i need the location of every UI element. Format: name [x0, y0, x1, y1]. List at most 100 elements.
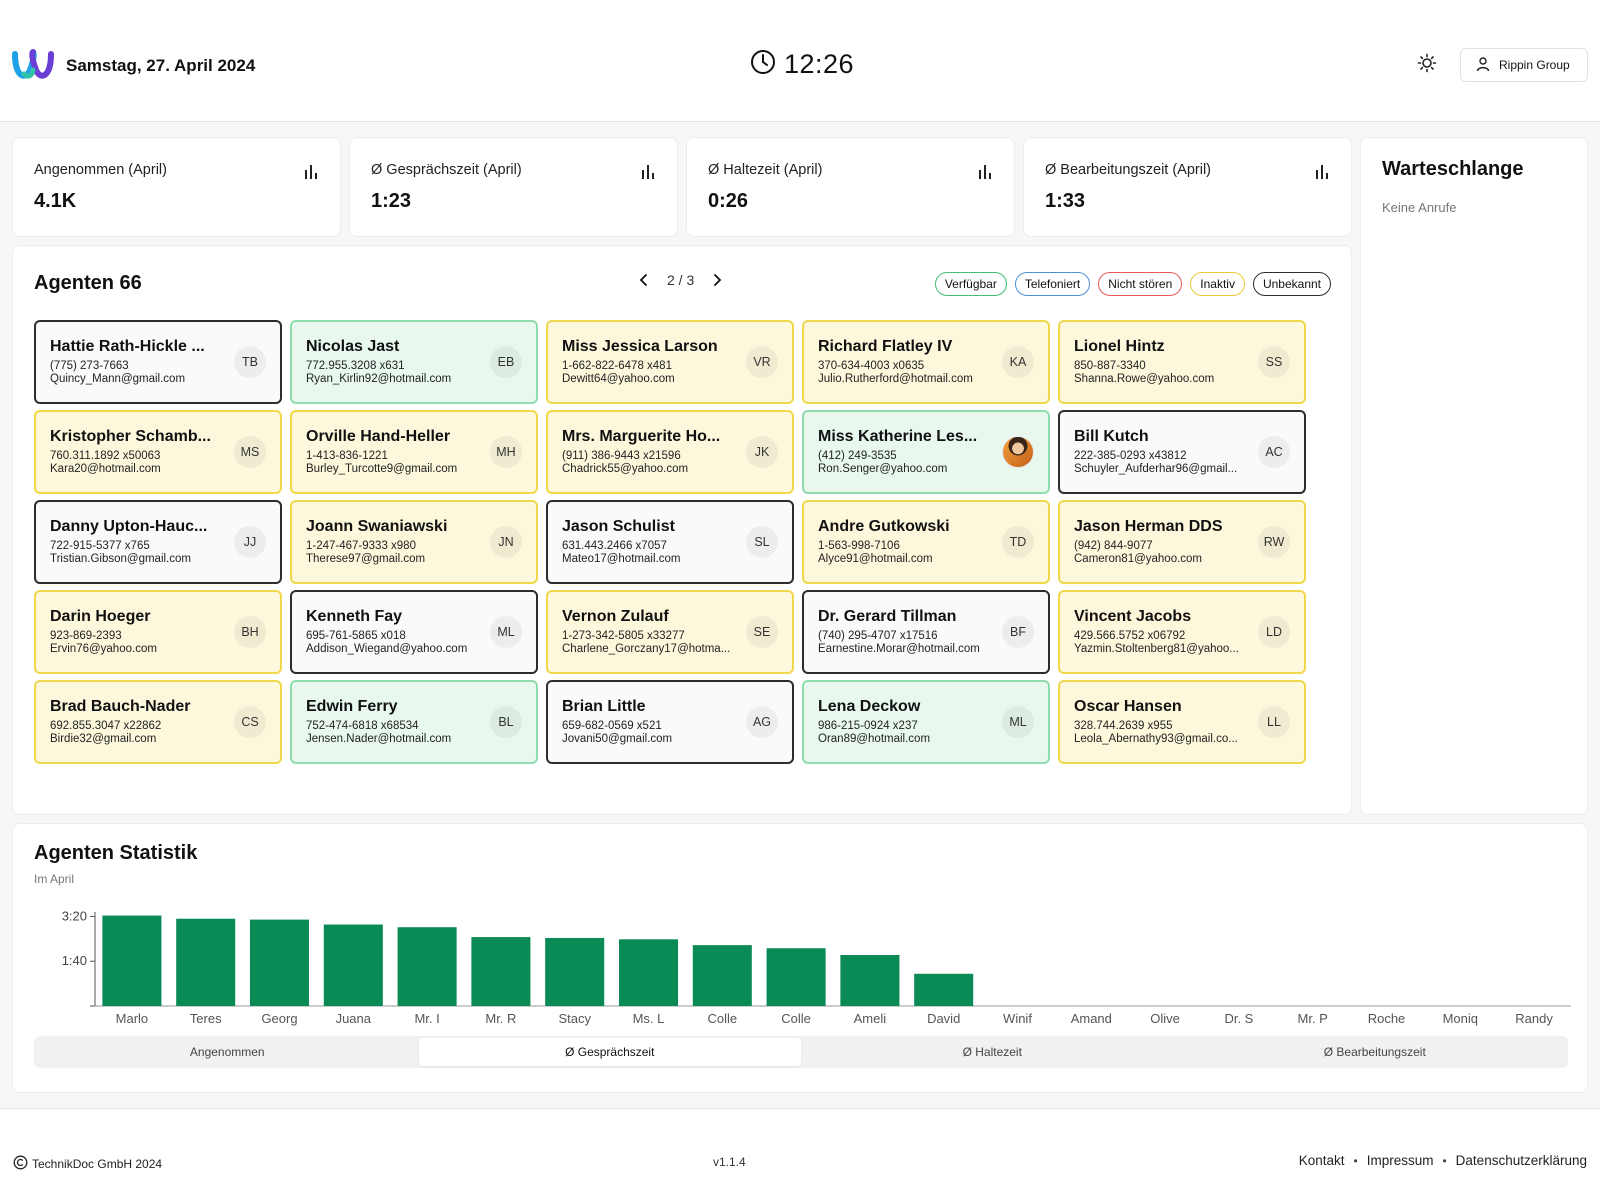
agent-phone: 850-887-3340	[1074, 360, 1146, 372]
agent-card[interactable]: Nicolas Jast 772.955.3208 x631 Ryan_Kirlin…	[290, 320, 538, 404]
agent-card[interactable]: Miss Jessica Larson 1-662-822-6478 x481 De…	[546, 320, 794, 404]
chart-bar[interactable]	[618, 939, 679, 1006]
tab-handling-time[interactable]: Ø Bearbeitungszeit	[1323, 1045, 1426, 1059]
agent-avatar: LD	[1258, 616, 1290, 648]
agent-card[interactable]: Mrs. Marguerite Ho... (911) 386-9443 x215…	[546, 410, 794, 494]
agent-phone: 1-273-342-5805 x33277	[562, 630, 685, 642]
agent-avatar: AC	[1258, 436, 1290, 468]
agent-photo-avatar	[1002, 436, 1034, 468]
x-tick-label: Moniq	[1443, 1011, 1478, 1026]
x-tick-label: Teres	[190, 1011, 222, 1026]
chart-bar[interactable]	[102, 915, 162, 1006]
agent-phone: 722-915-5377 x765	[50, 540, 150, 552]
tab-accepted[interactable]: Angenommen	[189, 1045, 265, 1059]
kpi-value: 4.1K	[34, 190, 77, 212]
agent-card[interactable]: Lionel Hintz 850-887-3340 Shanna.Rowe@yaho…	[1058, 320, 1306, 404]
agent-name: Vincent Jacobs	[1074, 608, 1192, 625]
chart-bar[interactable]	[249, 919, 310, 1006]
queue-panel: Warteschlange Keine Anrufe	[1360, 137, 1588, 815]
agent-card[interactable]: Miss Katherine Les... (412) 249-3535 Ron.S…	[802, 410, 1050, 494]
agent-email: Oran89@hotmail.com	[818, 733, 931, 745]
kpi-label: Ø Bearbeitungszeit (April)	[1045, 162, 1212, 178]
agent-avatar: LL	[1258, 706, 1290, 738]
footer-links: Kontakt • Impressum • Datenschutzerkläru…	[1299, 1153, 1587, 1168]
agent-card[interactable]: Bill Kutch 222-385-0293 x43812 Schuyler_Au…	[1058, 410, 1306, 494]
chart-bar[interactable]	[471, 937, 531, 1006]
x-tick-label: Mr. P	[1298, 1011, 1328, 1026]
agent-name: Dr. Gerard Tillman	[818, 608, 957, 625]
chart-bar[interactable]	[840, 954, 900, 1006]
bar-chart-icon	[978, 164, 992, 185]
kpi-label: Ø Haltezeit (April)	[708, 162, 823, 178]
agent-name: Jason Schulist	[562, 518, 675, 535]
agent-email: Kara20@hotmail.com	[50, 463, 161, 475]
agent-card[interactable]: Jason Schulist 631.443.2466 x7057 Mateo17@…	[546, 500, 794, 584]
agent-name: Jason Herman DDS	[1074, 518, 1223, 535]
chart-bar[interactable]	[914, 973, 974, 1006]
tab-talk-time[interactable]: Ø Gesprächszeit	[418, 1038, 801, 1066]
x-tick-label: Mr. R	[485, 1011, 516, 1026]
agent-card[interactable]: Orville Hand-Heller 1-413-836-1221 Burley_…	[290, 410, 538, 494]
agent-card[interactable]: Andre Gutkowski 1-563-998-7106 Alyce91@hot…	[802, 500, 1050, 584]
agent-name: Hattie Rath-Hickle ...	[50, 338, 205, 355]
user-menu-button[interactable]: Rippin Group	[1460, 48, 1588, 82]
kpi-card-hold-time: Ø Haltezeit (April) 0:26	[686, 137, 1015, 237]
agent-name: Vernon Zulauf	[562, 608, 669, 625]
agent-card[interactable]: Jason Herman DDS (942) 844-9077 Cameron81@…	[1058, 500, 1306, 584]
agent-card[interactable]: Dr. Gerard Tillman (740) 295-4707 x17516 E…	[802, 590, 1050, 674]
x-tick-label: Colle	[707, 1011, 737, 1026]
x-tick-label: Olive	[1150, 1011, 1180, 1026]
privacy-link[interactable]: Datenschutzerklärung	[1455, 1153, 1587, 1168]
agent-email: Burley_Turcotte9@gmail.com	[306, 463, 458, 475]
agent-email: Ron.Senger@yahoo.com	[818, 463, 948, 475]
agent-card[interactable]: Edwin Ferry 752-474-6818 x68534 Jensen.Nad…	[290, 680, 538, 764]
agent-card[interactable]: Kenneth Fay 695-761-5865 x018 Addison_Wieg…	[290, 590, 538, 674]
y-tick-label: 3:20	[62, 908, 87, 923]
agent-phone: 429.566.5752 x06792	[1074, 630, 1186, 642]
agent-card[interactable]: Hattie Rath-Hickle ... (775) 273-7663 Quin…	[34, 320, 282, 404]
theme-toggle-button[interactable]	[1414, 52, 1440, 78]
chart-bar[interactable]	[545, 937, 605, 1006]
agent-card[interactable]: Danny Upton-Hauc... 722-915-5377 x765 Tris…	[34, 500, 282, 584]
agent-avatar: VR	[746, 346, 778, 378]
contact-link[interactable]: Kontakt	[1298, 1153, 1345, 1168]
agent-stats-bar-chart: 1:40 3:20 Marlo Teres Georg Juana Mr. I Mr. R St…	[62, 908, 1571, 1026]
next-page-button[interactable]	[712, 273, 722, 287]
agent-card[interactable]: Vernon Zulauf 1-273-342-5805 x33277 Charle…	[546, 590, 794, 674]
imprint-link[interactable]: Impressum	[1366, 1153, 1434, 1168]
chart-bar[interactable]	[397, 927, 457, 1006]
agent-avatar: KA	[1002, 346, 1034, 378]
agent-card[interactable]: Lena Deckow 986-215-0924 x237 Oran89@hotma…	[802, 680, 1050, 764]
agent-card[interactable]: Darin Hoeger 923-869-2393 Ervin76@yahoo.co…	[34, 590, 282, 674]
agent-card[interactable]: Brad Bauch-Nader 692.855.3047 x22862 Birdi…	[34, 680, 282, 764]
copyright-text: TechnikDoc GmbH 2024	[32, 1157, 163, 1171]
agent-card[interactable]: Vincent Jacobs 429.566.5752 x06792 Yazmin.…	[1058, 590, 1306, 674]
kpi-label: Ø Gesprächszeit (April)	[371, 162, 522, 178]
agent-phone: 1-413-836-1221	[306, 450, 388, 462]
chart-bar[interactable]	[176, 918, 236, 1006]
agent-name: Richard Flatley IV	[818, 338, 953, 355]
agent-name: Orville Hand-Heller	[306, 428, 451, 445]
agent-card[interactable]: Kristopher Schamb... 760.311.1892 x50063 K…	[34, 410, 282, 494]
agent-name: Brian Little	[562, 698, 646, 715]
prev-page-button[interactable]	[639, 273, 649, 287]
agent-avatar: MH	[490, 436, 522, 468]
agent-card[interactable]: Brian Little 659-682-0569 x521 Jovani50@gm…	[546, 680, 794, 764]
agent-phone: 1-662-822-6478 x481	[562, 360, 672, 372]
agent-email: Alyce91@hotmail.com	[818, 553, 933, 565]
agent-card[interactable]: Richard Flatley IV 370-634-4003 x0635 Juli…	[802, 320, 1050, 404]
x-tick-label: Ms. L	[633, 1011, 665, 1026]
agent-card[interactable]: Joann Swaniawski 1-247-467-9333 x980 There…	[290, 500, 538, 584]
legend-do-not-disturb: Nicht stören	[1098, 272, 1183, 296]
agent-avatar: SS	[1258, 346, 1290, 378]
tab-hold-time[interactable]: Ø Haltezeit	[962, 1045, 1022, 1059]
bar-chart-icon	[304, 164, 318, 185]
chart-bar[interactable]	[323, 924, 383, 1006]
agent-name: Kristopher Schamb...	[50, 428, 211, 445]
chart-bar[interactable]	[692, 945, 752, 1006]
agent-card[interactable]: Oscar Hansen 328.744.2639 x955 Leola_Abern…	[1058, 680, 1306, 764]
chart-bar[interactable]	[766, 948, 826, 1006]
agent-avatar: BF	[1002, 616, 1034, 648]
x-tick-label: Ameli	[854, 1011, 887, 1026]
agent-avatar: TD	[1002, 526, 1034, 558]
